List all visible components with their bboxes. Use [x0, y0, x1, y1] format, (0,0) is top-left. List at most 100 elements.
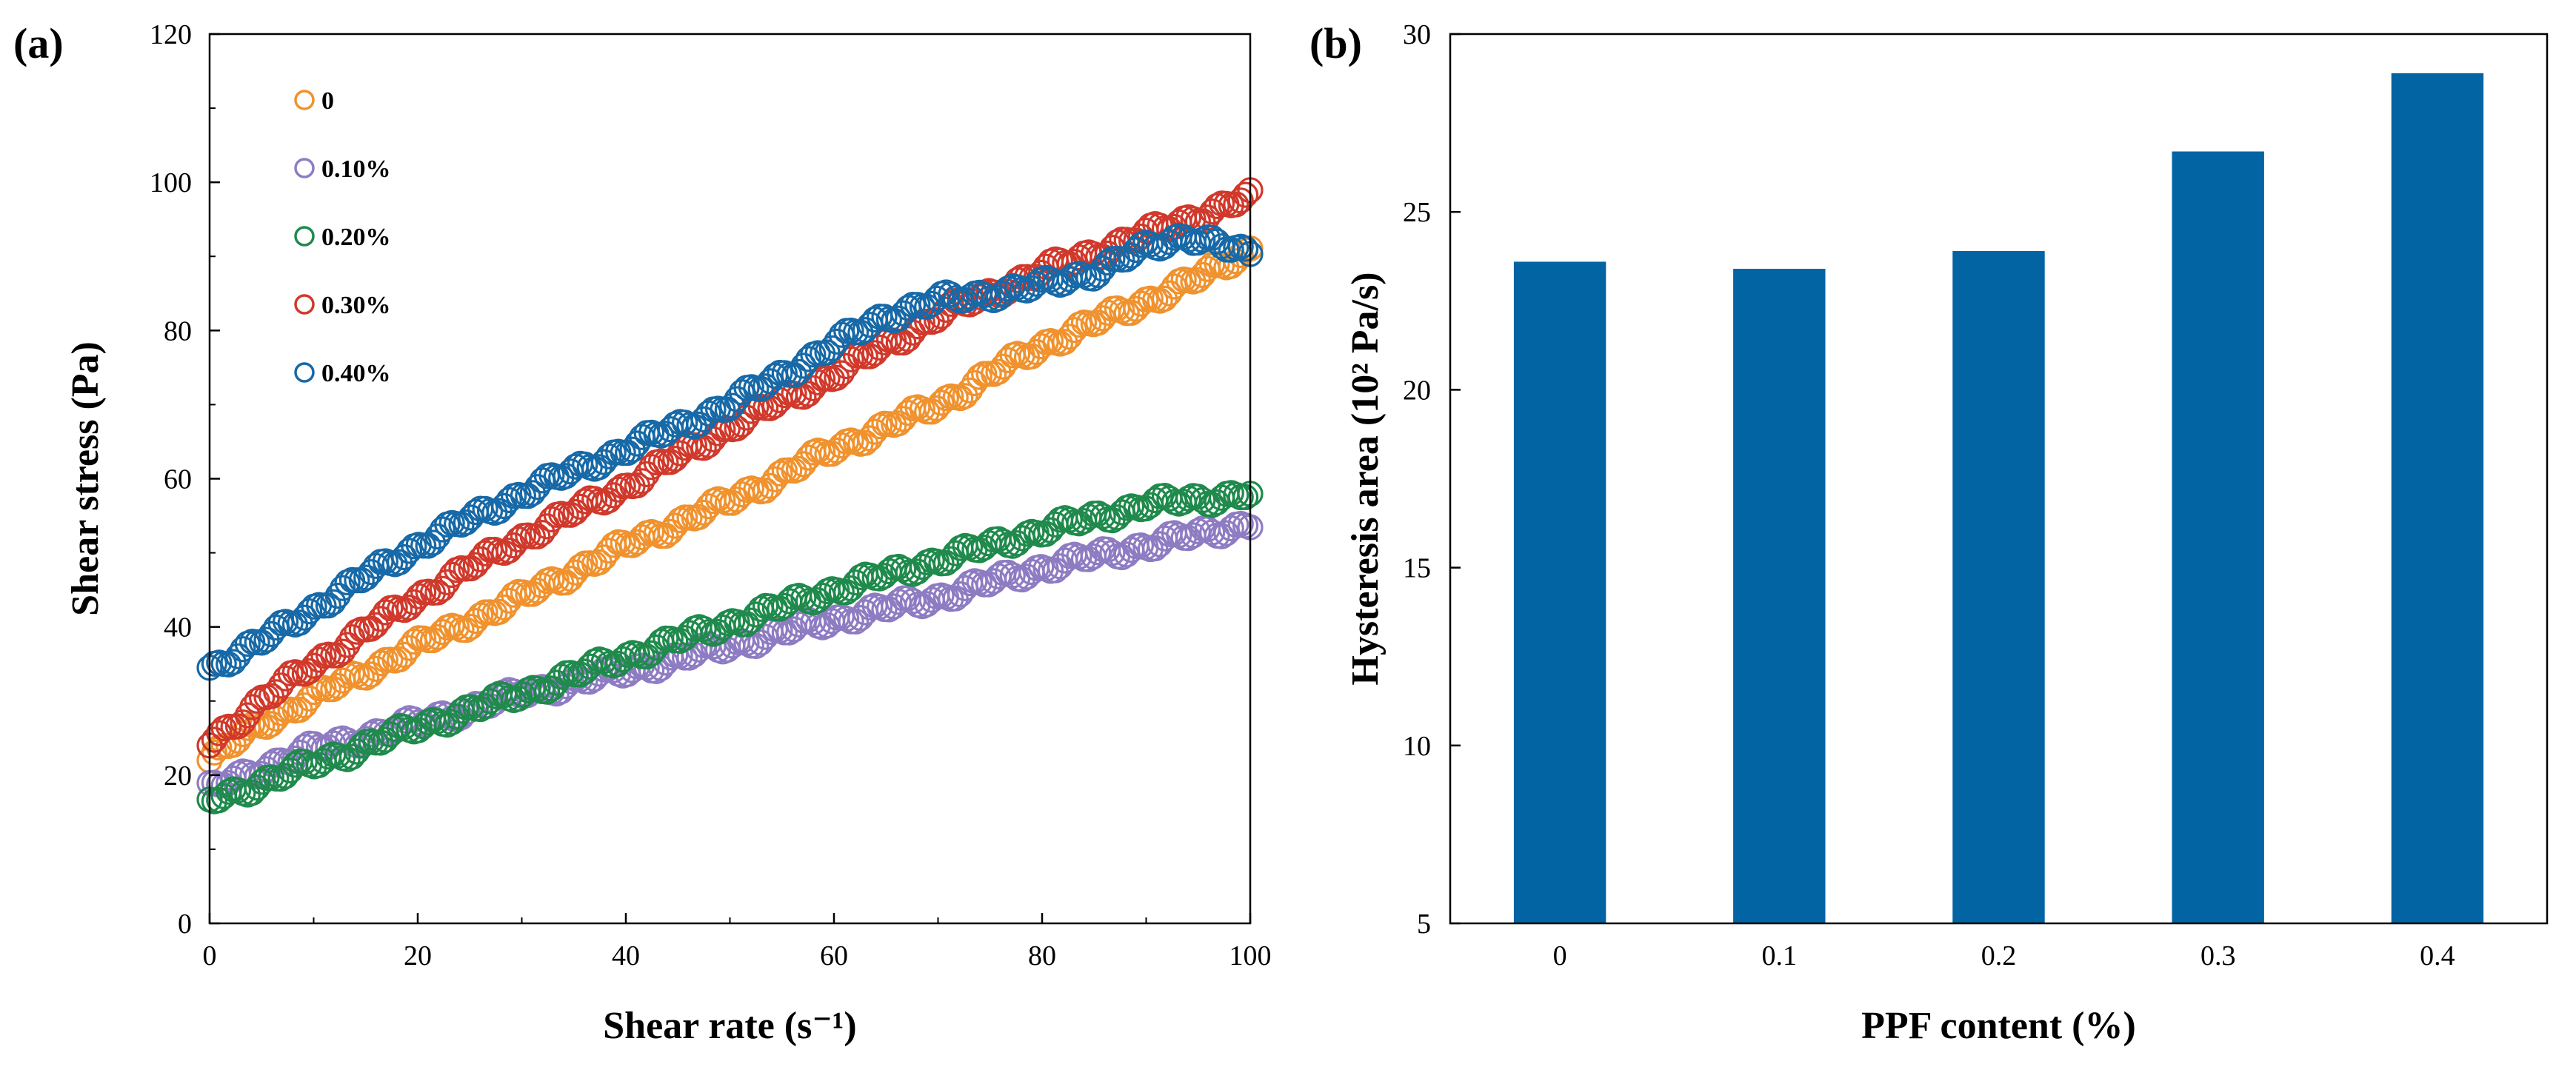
panel-a-markers — [196, 177, 1264, 815]
y-tick-label: 100 — [150, 167, 192, 198]
data-point — [890, 300, 917, 327]
data-point — [324, 582, 351, 609]
x-tick-label: 60 — [820, 940, 848, 971]
data-point — [315, 592, 341, 619]
data-point — [1175, 485, 1202, 512]
data-point — [557, 501, 584, 528]
y-tick-label: 80 — [164, 315, 192, 347]
data-point — [424, 579, 451, 606]
x-tick-label: 0.3 — [2200, 940, 2236, 971]
data-point — [334, 632, 361, 658]
y-tick-label: 30 — [1403, 19, 1431, 50]
data-point — [890, 330, 917, 356]
data-point — [519, 581, 546, 607]
data-point — [291, 692, 318, 719]
legend-marker — [294, 90, 315, 110]
data-point — [334, 746, 361, 772]
x-tick-label: 20 — [404, 940, 432, 971]
legend-label: 0.20% — [321, 224, 391, 251]
data-point — [230, 709, 256, 736]
data-point — [828, 360, 855, 387]
legend-item: 0.20% — [294, 224, 391, 251]
panel-b-y-axis-title: Hysteresis area (10² Pa/s) — [1344, 272, 1387, 685]
y-tick-label: 15 — [1403, 553, 1431, 584]
data-point — [847, 319, 874, 346]
data-point — [462, 607, 489, 635]
data-point — [667, 440, 693, 466]
panel-a-label: (a) — [13, 19, 64, 67]
data-point — [320, 675, 347, 703]
data-point — [358, 615, 384, 642]
legend-item: 0.10% — [294, 155, 391, 183]
data-point — [249, 629, 276, 656]
data-point — [353, 664, 380, 691]
data-point — [781, 362, 807, 389]
legend-item: 0 — [294, 87, 334, 115]
data-point — [1061, 317, 1088, 344]
data-point — [230, 636, 256, 663]
data-point — [1142, 535, 1169, 562]
bar-0.2 — [1952, 251, 2045, 923]
data-point — [1227, 187, 1254, 214]
data-point — [790, 384, 817, 410]
data-point — [1032, 521, 1059, 547]
y-tick-label: 120 — [150, 19, 192, 50]
data-point — [747, 375, 774, 402]
data-point — [1113, 246, 1140, 272]
data-point — [1232, 235, 1259, 262]
data-point — [757, 368, 784, 395]
y-tick-label: 20 — [1403, 375, 1431, 406]
data-point — [291, 660, 318, 687]
data-point — [1223, 191, 1249, 218]
series-0-markers — [196, 235, 1264, 774]
panel-a-axes: 0 20 40 60 80 100 120 0 20 40 60 80 100 — [150, 19, 1272, 971]
panel-b-x-axis-title: PPF content (%) — [1861, 1005, 2136, 1047]
legend-marker — [294, 294, 315, 315]
y-tick-label: 25 — [1403, 197, 1431, 228]
data-point — [956, 377, 984, 404]
y-tick-label: 20 — [164, 760, 192, 792]
x-tick-label: 0.2 — [1981, 940, 2017, 971]
x-tick-label: 0.4 — [2420, 940, 2455, 971]
data-point — [529, 519, 555, 546]
data-point — [833, 606, 860, 632]
data-point — [434, 712, 461, 738]
legend-marker — [294, 362, 315, 383]
data-point — [818, 335, 846, 361]
data-point — [842, 608, 870, 635]
data-point — [1118, 299, 1145, 326]
data-point — [524, 523, 551, 550]
data-point — [1232, 181, 1259, 208]
data-point — [220, 649, 247, 675]
data-point — [595, 538, 622, 564]
data-point — [733, 611, 760, 638]
data-point — [453, 617, 480, 643]
data-point — [1213, 520, 1240, 546]
legend-label: 0.10% — [321, 155, 391, 183]
data-point — [216, 651, 242, 678]
data-point — [743, 632, 770, 660]
data-point — [467, 546, 494, 573]
panel-b-label: (b) — [1309, 19, 1362, 67]
data-point — [567, 661, 594, 688]
data-point — [614, 439, 641, 466]
y-tick-label: 40 — [164, 612, 192, 643]
panel-b-axes: 5 10 15 20 25 30 0 0.1 0.2 0.3 0.4 — [1403, 19, 2549, 971]
y-tick-label: 5 — [1417, 909, 1431, 940]
series-020-markers — [196, 480, 1264, 815]
y-tick-label: 0 — [178, 909, 192, 940]
data-point — [657, 449, 684, 475]
data-point — [362, 612, 390, 638]
x-tick-label: 40 — [612, 940, 640, 971]
data-point — [553, 569, 579, 596]
legend-label: 0.40% — [321, 360, 391, 387]
data-point — [861, 418, 888, 445]
data-point — [1080, 265, 1107, 292]
x-tick-label: 80 — [1028, 940, 1056, 971]
bar-0.3 — [2172, 151, 2264, 924]
data-point — [833, 578, 860, 606]
data-point — [866, 412, 893, 440]
data-point — [1199, 198, 1226, 225]
panel-a-x-axis-title: Shear rate (s⁻¹) — [603, 1005, 856, 1047]
panel-a: (a) Shear rate (s⁻¹) Shear stress (Pa) 0… — [13, 19, 1272, 1047]
